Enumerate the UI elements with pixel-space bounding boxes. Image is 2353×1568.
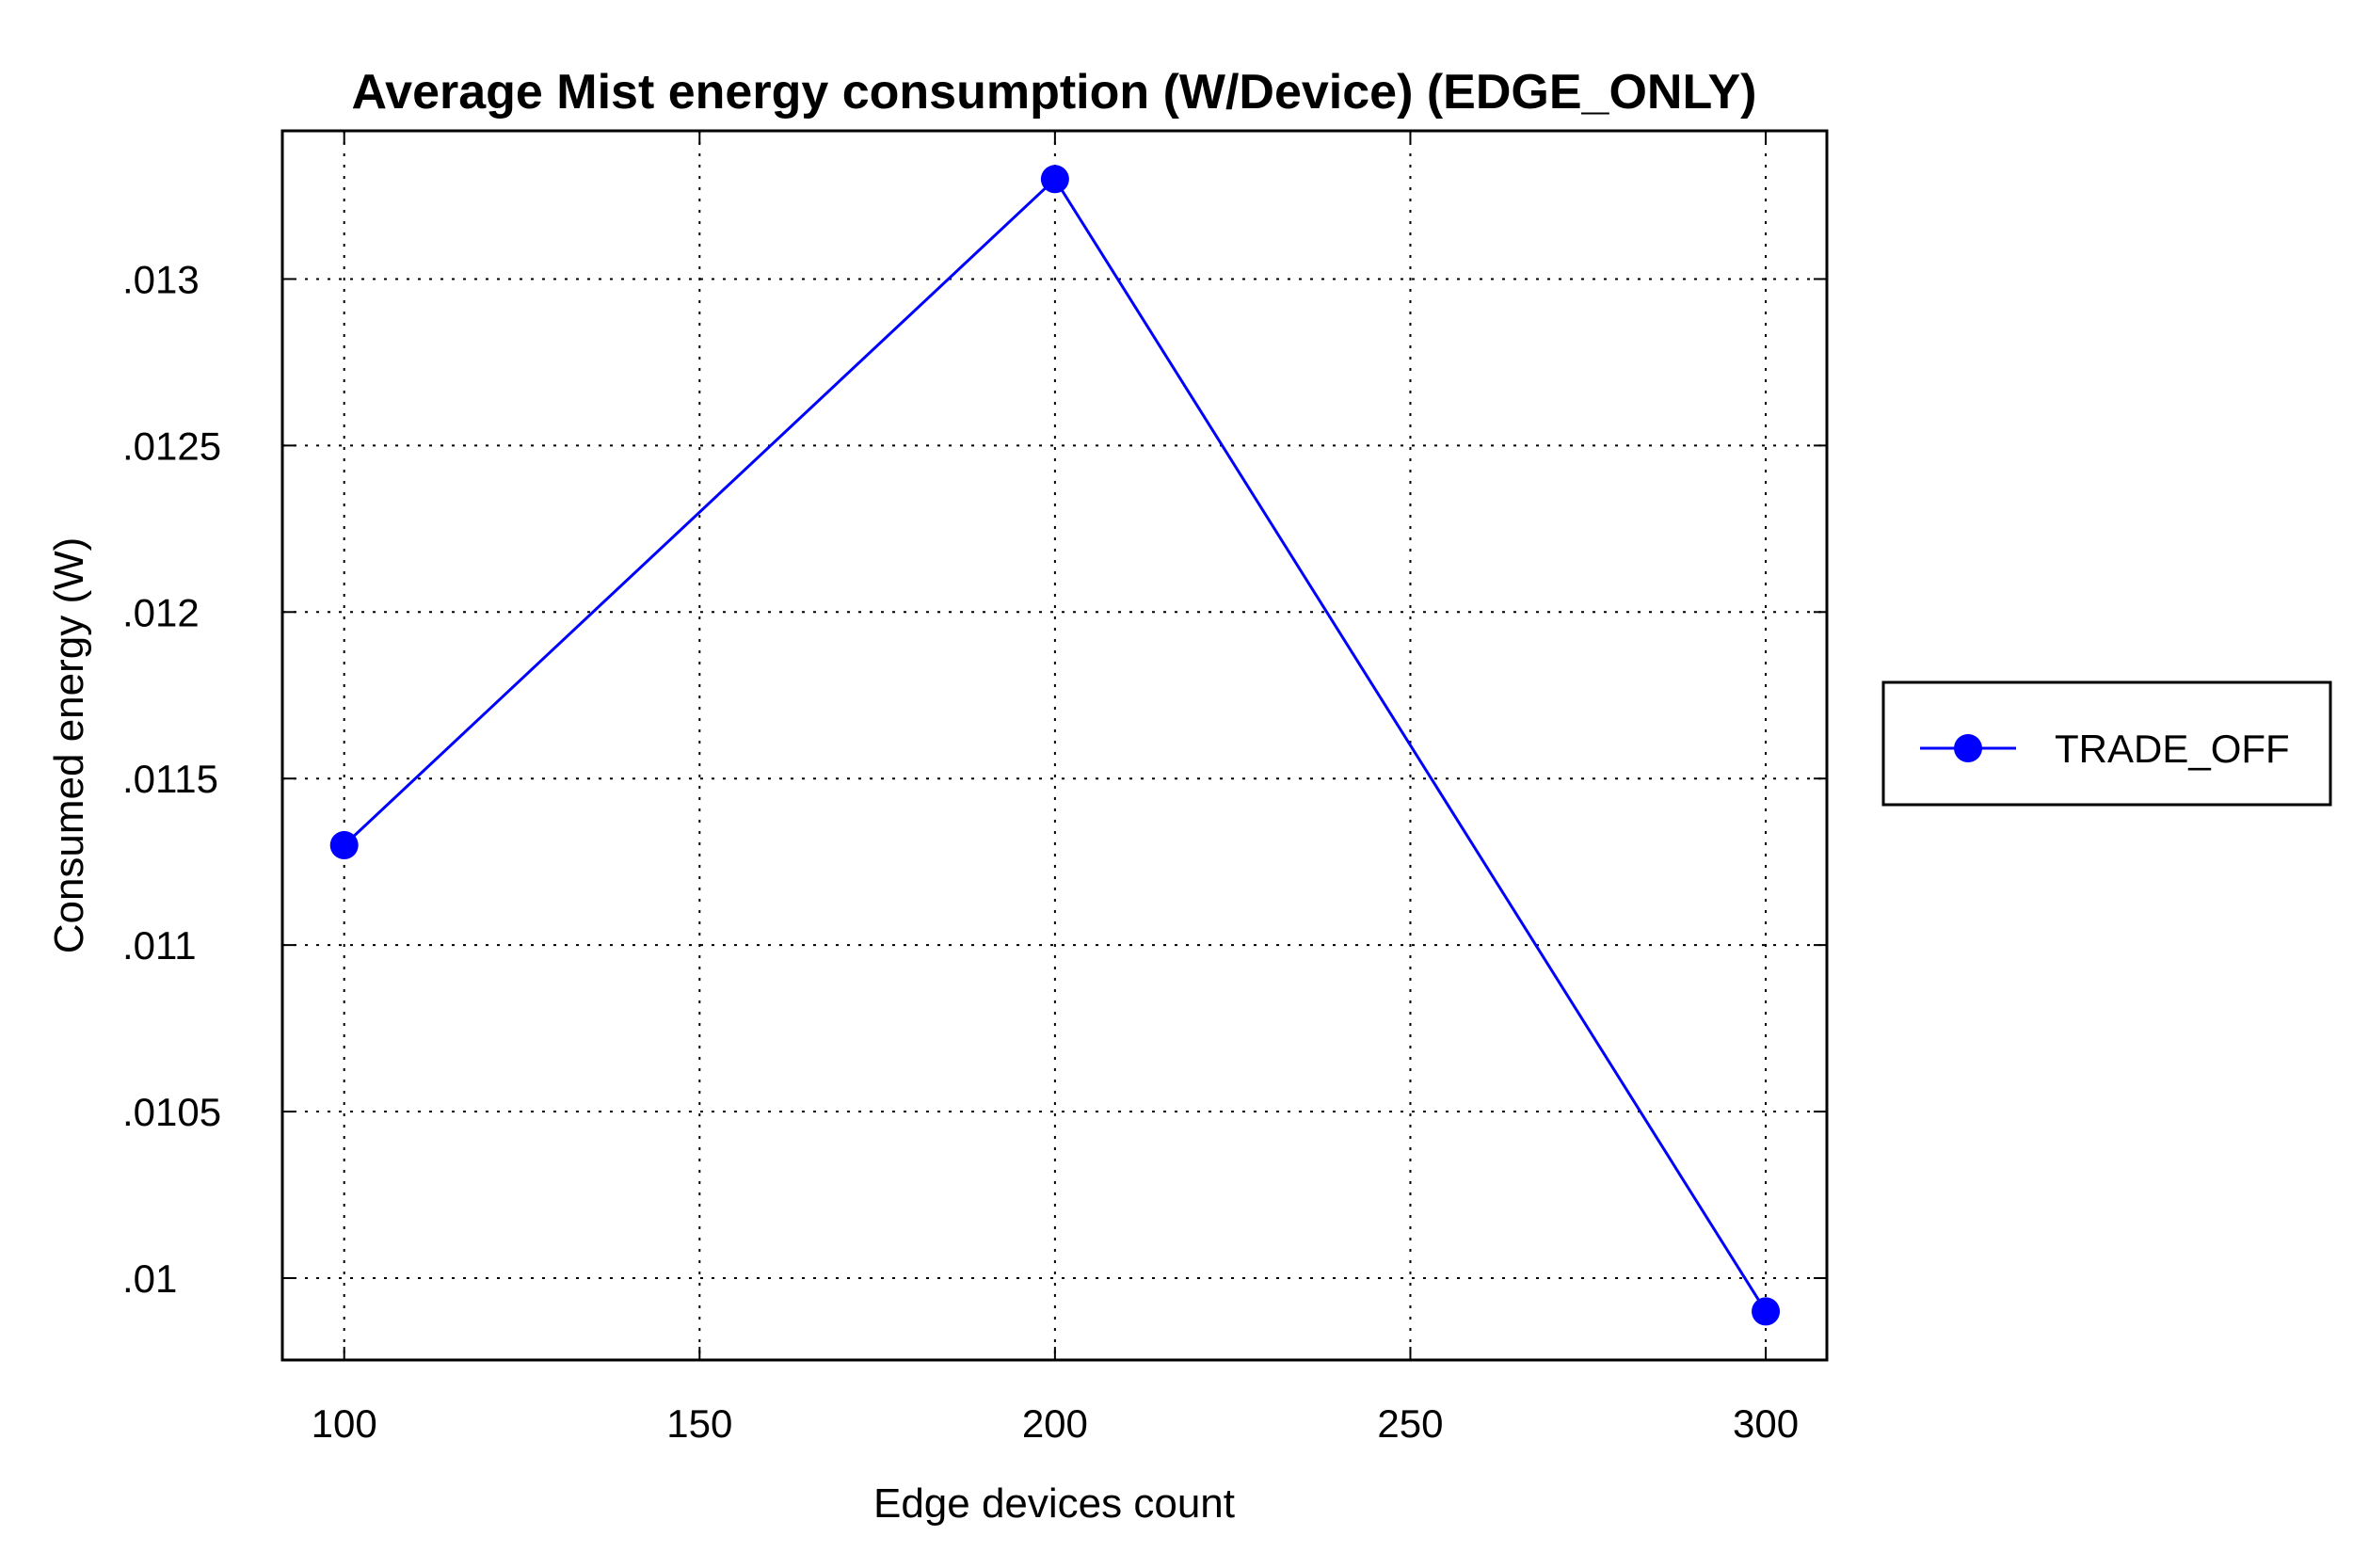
- y-tick-label: .0105: [122, 1090, 221, 1134]
- y-axis-label: Consumed energy (W): [46, 537, 92, 954]
- series-layer: [329, 165, 1781, 1326]
- y-tick-label: .012: [122, 590, 200, 634]
- data-point: [329, 830, 359, 859]
- series-line-trade-off: [343, 176, 1768, 1313]
- x-tick-label: 250: [1377, 1401, 1443, 1446]
- axis-ticks: 100 150 200 250 300 .01 .0105 .011 .0115 .012 .012…: [122, 131, 1827, 1446]
- data-point: [1752, 1297, 1781, 1326]
- x-tick-label: 200: [1022, 1401, 1088, 1446]
- chart-title: Average Mist energy consumption (W/Devic…: [352, 65, 1757, 120]
- y-tick-label: .011: [122, 923, 197, 968]
- x-tick-label: 300: [1733, 1401, 1799, 1446]
- legend-label: TRADE_OFF: [2055, 727, 2290, 771]
- legend-marker: [1954, 734, 1982, 762]
- plot-area-frame: [280, 129, 1829, 1362]
- y-tick-label: .0125: [122, 424, 221, 468]
- y-tick-label: .0115: [122, 757, 218, 801]
- y-tick-label: .013: [122, 257, 200, 301]
- y-tick-label: .01: [122, 1256, 177, 1301]
- legend: TRADE_OFF: [1881, 680, 2332, 807]
- x-tick-label: 100: [312, 1401, 377, 1446]
- grid-lines: [282, 131, 1827, 1360]
- x-tick-label: 150: [666, 1401, 732, 1446]
- x-axis-label: Edge devices count: [873, 1480, 1235, 1527]
- data-point: [1040, 165, 1069, 194]
